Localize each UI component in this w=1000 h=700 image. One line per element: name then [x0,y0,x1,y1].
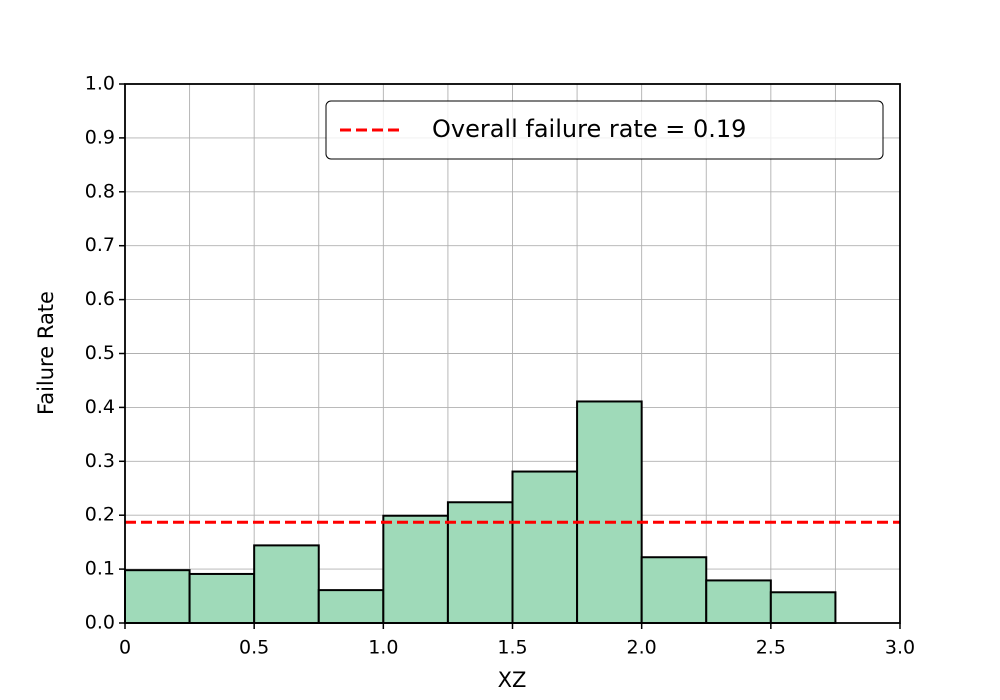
y-tick-label: 1.0 [85,73,115,95]
x-tick-label: 3.0 [885,637,915,659]
bar [124,569,191,624]
x-axis-label: XZ [498,668,527,692]
bar [253,544,320,624]
x-tick-label: 1.0 [368,637,398,659]
bar [188,572,256,624]
y-tick-label: 0.4 [85,396,115,418]
legend-label: Overall failure rate = 0.19 [432,115,746,143]
y-tick-label: 0.1 [85,558,115,580]
y-tick-label: 0.5 [85,342,115,364]
bar [446,501,514,625]
y-tick-label: 0.7 [85,234,115,256]
y-axis-label: Failure Rate [34,291,58,415]
y-tick-label: 0.9 [85,126,115,148]
bar [640,556,708,625]
bar [769,591,837,624]
x-tick-label: 2.0 [627,637,657,659]
bar [382,514,449,625]
x-tick-label: 0.5 [239,637,269,659]
bar [576,400,643,625]
y-tick-label: 0.2 [85,504,115,526]
y-tick-label: 0.8 [85,180,115,202]
y-tick-label: 0.0 [85,612,115,634]
x-tick-label: 2.5 [756,637,786,659]
y-tick-label: 0.6 [85,288,115,310]
x-tick-label: 1.5 [497,637,527,659]
bar [511,470,579,624]
y-tick-label: 0.3 [85,450,115,472]
bar [317,589,385,624]
bar [705,579,772,625]
legend-box [325,100,884,160]
x-tick-label: 0 [119,637,131,659]
